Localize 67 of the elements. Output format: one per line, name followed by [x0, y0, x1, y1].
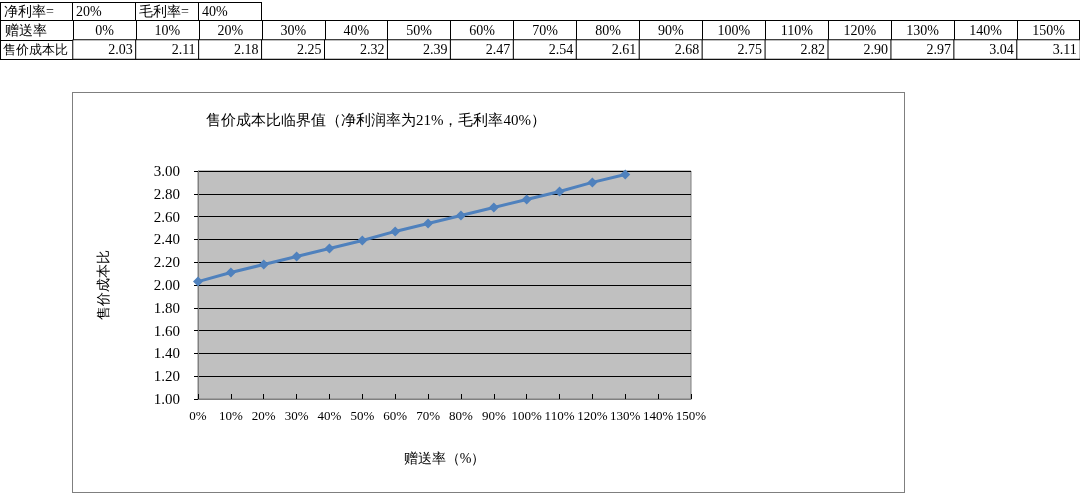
y-tick-label: 1.60 [153, 322, 180, 339]
data-label: 2.32 [359, 42, 385, 57]
y-tick-label: 3.00 [153, 163, 180, 179]
x-tick-label: 150% [675, 408, 707, 423]
x-tick-label: 120% [843, 22, 877, 38]
x-tick-label: 100% [717, 22, 751, 38]
y-tick-label: 1.00 [153, 391, 180, 407]
x-axis-title: 赠送率 [5, 22, 47, 38]
x-tick-label: 70% [532, 22, 559, 38]
data-label: 3.11 [1052, 42, 1077, 57]
x-tick-label: 90% [481, 408, 506, 423]
x-tick-label: 90% [658, 22, 685, 38]
y-tick-label: 1.20 [153, 368, 180, 385]
x-tick-label: 110% [780, 22, 814, 38]
data-label: 2.54 [548, 42, 574, 57]
data-label: 2.61 [611, 42, 637, 57]
data-label: 2.97 [926, 42, 951, 57]
x-tick-label: 140% [969, 22, 1003, 38]
data-label: 2.25 [297, 42, 322, 57]
x-tick-label: 130% [610, 408, 641, 423]
x-tick-label: 60% [383, 408, 408, 423]
y-tick-label: 1.80 [153, 299, 180, 316]
y-tick-label: 2.20 [153, 254, 180, 271]
data-label: 2.68 [674, 42, 700, 57]
x-tick-label: 110% [544, 408, 575, 423]
x-tick-label: 10% [218, 408, 243, 423]
data-label: 3.04 [989, 42, 1014, 57]
x-tick-label: 80% [449, 408, 474, 423]
x-tick-label: 150% [1032, 22, 1066, 38]
data-label: 2.47 [485, 42, 511, 57]
data-label: 2.75 [737, 42, 763, 57]
text: 净利率= [0, 2, 73, 21]
data-label: 2.03 [108, 42, 133, 57]
x-tick-label: 100% [511, 408, 542, 423]
x-tick-label: 30% [280, 22, 307, 38]
x-tick-label: 80% [595, 22, 622, 38]
data-label: 2.18 [234, 42, 259, 57]
x-tick-label: 60% [469, 22, 496, 38]
annotation: 20% [72, 2, 136, 21]
y-tick-label: 2.00 [153, 277, 180, 293]
x-tick-label: 130% [906, 22, 940, 38]
x-axis-title: 赠送率（%） [403, 450, 486, 466]
y-tick-label: 2.60 [153, 208, 180, 225]
x-tick-label: 40% [343, 22, 370, 38]
x-tick-label: 40% [317, 408, 342, 423]
x-tick-label: 50% [406, 22, 433, 38]
y-tick-label: 2.40 [153, 231, 180, 248]
data-label: 2.90 [863, 42, 888, 57]
annotation: 40% [198, 2, 262, 21]
x-tick-label: 30% [284, 408, 309, 423]
y-tick-label: 2.80 [153, 185, 180, 202]
chart-title: 售价成本比临界值（净利润率为21%，毛利率40%） [206, 111, 546, 128]
data-label: 2.82 [800, 42, 825, 57]
x-tick-label: 20% [251, 408, 276, 423]
x-tick-label: 120% [577, 408, 608, 423]
x-tick-label: 0% [95, 22, 115, 38]
x-tick-label: 140% [642, 408, 674, 423]
data-label: 2.39 [422, 42, 448, 57]
x-tick-label: 20% [217, 22, 244, 38]
data-label: 2.11 [171, 42, 196, 57]
x-tick-label: 50% [350, 408, 375, 423]
y-axis-title: 售价成本比 [95, 250, 111, 320]
annotation: 毛利率= [135, 2, 199, 21]
x-tick-label: 0% [189, 408, 207, 423]
x-tick-label: 10% [154, 22, 181, 38]
y-tick-label: 1.40 [153, 345, 180, 362]
x-tick-label: 70% [416, 408, 441, 423]
